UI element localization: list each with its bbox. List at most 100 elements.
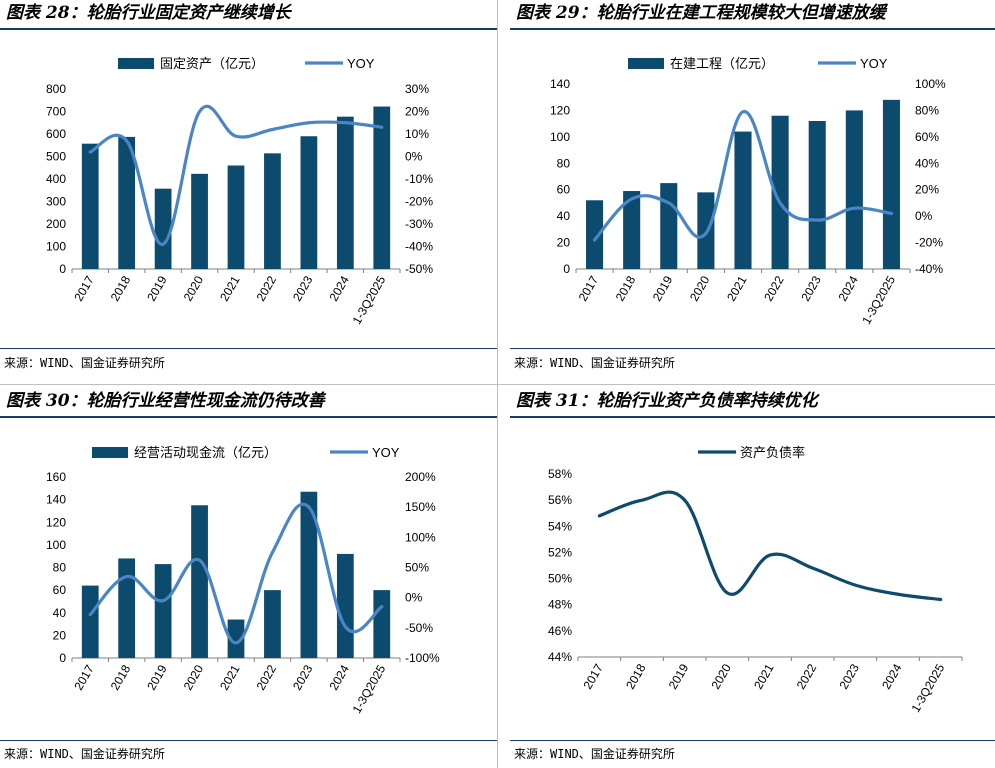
- bar: [373, 590, 391, 658]
- x-tick-label: 2021: [217, 273, 243, 303]
- panel-title: 图表 28：轮胎行业固定资产继续增长: [6, 3, 291, 23]
- panel-debt-ratio: 图表 31：轮胎行业资产负债率持续优化 44% 46% 48% 50% 52% 54% 56…: [510, 388, 995, 768]
- bar: [118, 558, 136, 658]
- left-tick-label: 48%: [548, 598, 572, 612]
- x-tick-label: 2018: [108, 662, 134, 692]
- chart-debt-ratio: 44% 46% 48% 50% 52% 54% 56% 58% 2017 2018 2019 2020…: [548, 445, 963, 715]
- chart-construction: 0 20 40 60 80 100 120 140 -40% -20% 0% 20% 40% 60% 80%…: [550, 56, 946, 327]
- left-tick-label: 400: [46, 172, 66, 186]
- left-tick-label: 500: [46, 150, 66, 164]
- left-tick-label: 20: [53, 628, 67, 642]
- panel-cashflow: 图表 30：轮胎行业经营性现金流仍待改善 0 20 40 60 80 100 120 140 1…: [0, 388, 497, 768]
- left-tick-label: 160: [46, 470, 66, 484]
- legend-label: YOY: [860, 56, 888, 71]
- x-tick-label: 2021: [724, 273, 750, 303]
- x-tick-label: 2017: [71, 662, 97, 692]
- left-tick-label: 40: [53, 606, 67, 620]
- x-tick-label: 2024: [326, 273, 352, 303]
- x-tick-label: 2023: [290, 273, 316, 303]
- right-tick-label: 80%: [915, 103, 939, 117]
- right-tick-label: -40%: [915, 262, 943, 276]
- right-tick-label: 30%: [405, 82, 429, 96]
- chart-fixed-assets: 0 100 200 300 400 500 600 700 800 -50% -40% -30% -20…: [46, 56, 433, 327]
- left-tick-label: 0: [59, 262, 66, 276]
- right-tick-label: 0%: [915, 209, 933, 223]
- x-tick-label: 2020: [181, 662, 207, 692]
- source-rule: [510, 740, 995, 741]
- legend-label: 经营活动现金流（亿元）: [134, 445, 277, 460]
- left-tick-label: 300: [46, 195, 66, 209]
- left-tick-label: 80: [557, 156, 571, 170]
- x-tick-label: 2019: [144, 273, 170, 303]
- left-tick-label: 46%: [548, 624, 572, 638]
- x-tick-label: 2018: [108, 273, 134, 303]
- series-line: [597, 490, 943, 602]
- left-tick-label: 44%: [548, 650, 572, 664]
- bar: [227, 619, 245, 658]
- right-tick-label: -50%: [405, 621, 433, 635]
- left-tick-label: 56%: [548, 493, 572, 507]
- bar: [191, 173, 208, 269]
- right-tick-label: 40%: [915, 156, 939, 170]
- left-tick-label: 100: [46, 240, 66, 254]
- x-tick-label: 2020: [687, 273, 713, 303]
- left-tick-label: 60: [557, 183, 571, 197]
- left-tick-label: 800: [46, 82, 66, 96]
- left-tick-label: 54%: [548, 519, 572, 533]
- right-tick-label: 200%: [405, 470, 436, 484]
- x-tick-label: 2023: [798, 273, 824, 303]
- title-rule: [510, 28, 995, 30]
- horizontal-separator: [0, 384, 995, 385]
- right-tick-label: -30%: [405, 217, 433, 231]
- right-tick-label: 10%: [405, 127, 429, 141]
- left-tick-label: 0: [59, 651, 66, 665]
- x-tick-label: 2019: [666, 661, 692, 691]
- x-tick-label: 2024: [326, 662, 352, 692]
- right-tick-label: -20%: [405, 195, 433, 209]
- right-tick-label: 100%: [405, 530, 436, 544]
- bar: [300, 491, 318, 658]
- legend-label: YOY: [347, 56, 375, 71]
- right-tick-label: -100%: [405, 651, 440, 665]
- bar: [586, 200, 604, 269]
- source-rule: [0, 740, 497, 741]
- bar: [118, 136, 136, 269]
- bar: [336, 116, 354, 269]
- left-tick-label: 52%: [548, 545, 572, 559]
- legend-swatch-bar: [628, 58, 664, 69]
- bar: [81, 143, 99, 269]
- source-note: 来源：WIND、国金证券研究所: [514, 356, 675, 370]
- x-tick-label: 2021: [751, 661, 777, 691]
- right-tick-label: -40%: [405, 240, 433, 254]
- x-tick-label: 2017: [71, 273, 97, 303]
- panel-title: 图表 29：轮胎行业在建工程规模较大但增速放缓: [516, 3, 886, 23]
- left-tick-label: 20: [557, 236, 571, 250]
- bar: [81, 585, 99, 658]
- title-rule: [510, 416, 995, 418]
- left-tick-label: 200: [46, 217, 66, 231]
- bar: [660, 183, 678, 269]
- x-tick-label: 2024: [879, 661, 905, 691]
- x-tick-label: 2018: [613, 273, 639, 303]
- series-line: [88, 104, 384, 246]
- panel-title: 图表 30：轮胎行业经营性现金流仍待改善: [6, 391, 325, 411]
- x-tick-label: 2023: [290, 662, 316, 692]
- left-tick-label: 58%: [548, 467, 572, 481]
- series-line: [88, 502, 384, 645]
- left-tick-label: 120: [46, 515, 66, 529]
- bar: [808, 121, 826, 269]
- x-tick-label: 2022: [761, 273, 787, 303]
- legend-label: 在建工程（亿元）: [670, 56, 774, 71]
- x-tick-label: 2019: [144, 662, 170, 692]
- left-tick-label: 100: [46, 538, 66, 552]
- bar: [771, 115, 789, 269]
- bar: [336, 553, 354, 658]
- x-tick-label: 1-3Q2025: [859, 273, 898, 327]
- panel-construction: 图表 29：轮胎行业在建工程规模较大但增速放缓 0 20 40 60 80 100 120 1…: [510, 0, 995, 384]
- panel-fixed-assets: 图表 28：轮胎行业固定资产继续增长 0 100 200 300 400 500 600 70…: [0, 0, 497, 384]
- source-rule: [0, 348, 497, 349]
- legend-swatch-bar: [118, 58, 154, 69]
- right-tick-label: 150%: [405, 500, 436, 514]
- series-line: [592, 110, 894, 242]
- left-tick-label: 40: [557, 209, 571, 223]
